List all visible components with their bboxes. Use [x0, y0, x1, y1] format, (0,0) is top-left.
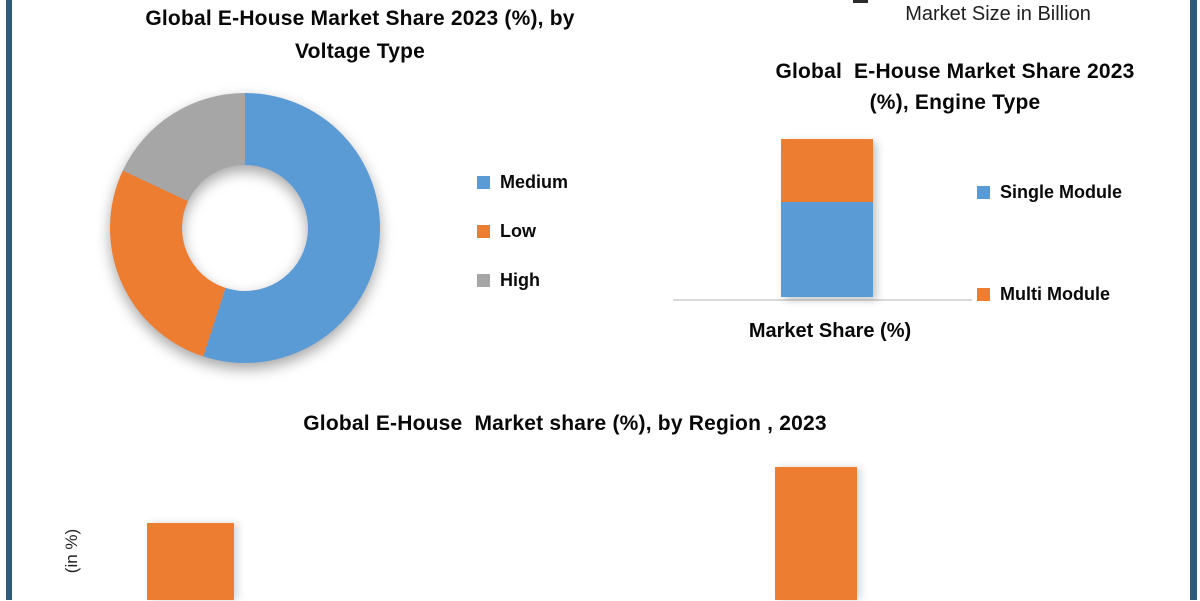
top-edge-artifact [853, 0, 868, 3]
donut-slice-low [110, 170, 226, 357]
region-bar [147, 523, 234, 600]
legend-label-single-module: Single Module [1000, 182, 1123, 202]
voltage-legend: Medium Low High [477, 172, 568, 291]
legend-item-multi-module: Multi Module [977, 284, 1110, 305]
voltage-chart-title-line2: Voltage Type [295, 40, 425, 63]
engine-xaxis-line [673, 299, 972, 301]
single-module-swatch-icon [977, 186, 990, 199]
legend-label-low: Low [500, 221, 536, 241]
engine-bar-segment-multi-module [781, 139, 873, 203]
region-bar [775, 467, 857, 600]
engine-stacked-bar [781, 139, 873, 297]
high-swatch-icon [477, 274, 490, 287]
engine-xaxis-label: Market Share (%) [748, 320, 912, 342]
engine-chart-title-line2: (%), Engine Type [869, 91, 1041, 114]
region-yaxis-label: (in %) [62, 528, 81, 574]
voltage-chart-title: Global E-House Market Share 2023 (%), by… [60, 2, 660, 68]
donut-slice-high [122, 93, 245, 202]
multi-module-swatch-icon [977, 288, 990, 301]
voltage-chart-title-line1: Global E-House Market Share 2023 (%), by [145, 7, 575, 30]
legend-item-high: High [477, 270, 568, 291]
low-swatch-icon [477, 225, 490, 238]
legend-label-high: High [500, 270, 540, 290]
donut-slice-medium [203, 93, 381, 363]
medium-swatch-icon [477, 176, 490, 189]
legend-label-multi-module: Multi Module [1000, 284, 1110, 304]
right-window-border [1190, 0, 1197, 600]
legend-item-low: Low [477, 221, 568, 242]
legend-item-medium: Medium [477, 172, 568, 193]
left-window-border [6, 0, 12, 600]
engine-chart-title: Global E-House Market Share 2023 (%), En… [745, 56, 1165, 118]
market-size-annotation: Market Size in Billion [905, 3, 1091, 25]
legend-item-single-module: Single Module [977, 182, 1122, 203]
legend-label-medium: Medium [500, 172, 569, 192]
engine-bar-segment-single-module [781, 202, 873, 297]
voltage-donut-chart [110, 93, 381, 363]
region-chart-title: Global E-House Market share (%), by Regi… [303, 412, 827, 435]
engine-chart-title-line1: Global E-House Market Share 2023 [775, 60, 1135, 83]
